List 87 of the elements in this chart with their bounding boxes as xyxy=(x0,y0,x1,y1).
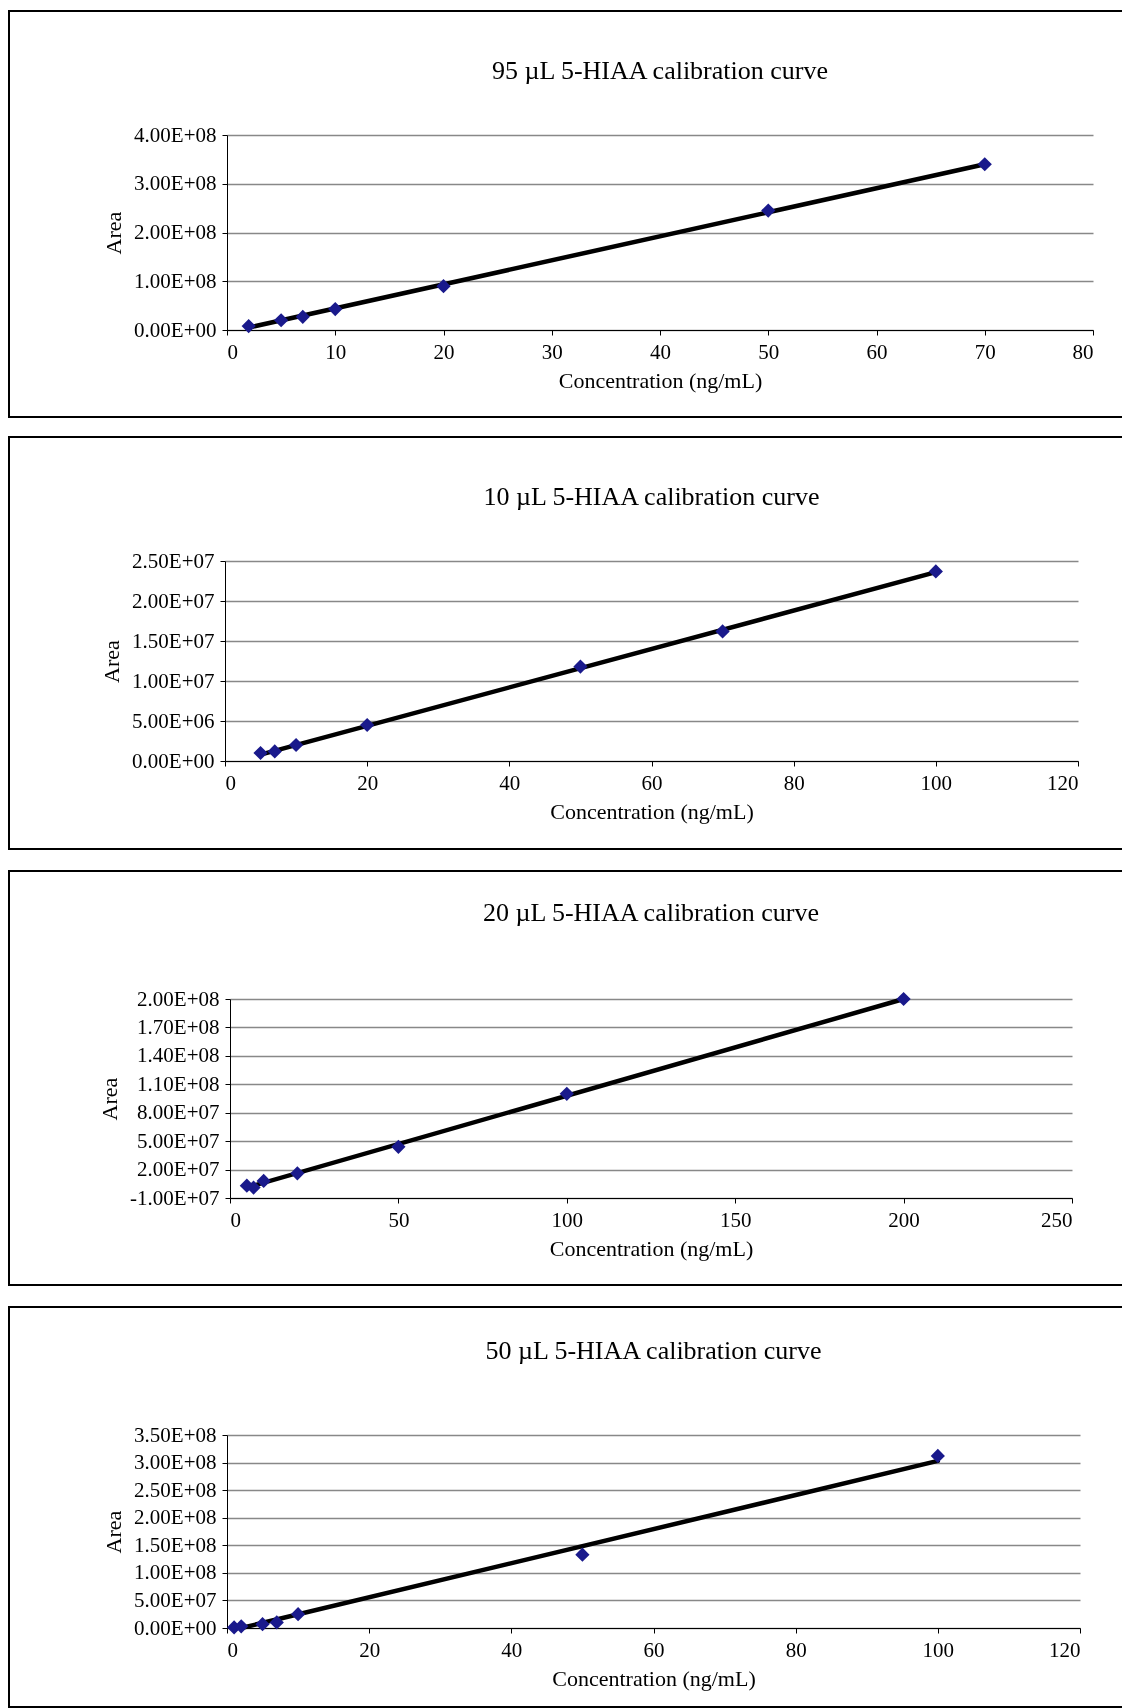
x-tick-label: 100 xyxy=(922,1637,955,1662)
chart-title: 50 µL 5-HIAA calibration curve xyxy=(485,1336,822,1365)
x-tick-label: 30 xyxy=(541,339,563,364)
x-axis-title: Concentration (ng/mL) xyxy=(558,367,763,393)
y-tick-label: 5.00E+06 xyxy=(132,708,215,733)
y-tick-label: 1.50E+07 xyxy=(132,628,215,653)
y-tick-label: 1.50E+08 xyxy=(134,1532,217,1557)
point xyxy=(929,564,943,579)
x-tick-label: 50 xyxy=(758,339,780,364)
y-axis-title: Area xyxy=(101,1510,127,1554)
point xyxy=(253,746,268,760)
x-tick-label: 60 xyxy=(641,770,663,795)
x-tick-label: 80 xyxy=(1072,339,1094,364)
y-tick-label: 0.00E+00 xyxy=(132,748,215,773)
y-tick-label: 1.00E+08 xyxy=(134,1560,217,1585)
y-tick-label: 0.00E+00 xyxy=(134,317,217,342)
x-tick-label: 60 xyxy=(643,1637,665,1662)
point xyxy=(268,744,282,759)
x-axis-title: Concentration (ng/mL) xyxy=(550,798,754,824)
y-tick-label: 2.00E+08 xyxy=(137,986,220,1011)
point xyxy=(761,203,775,218)
point xyxy=(560,1087,574,1101)
x-tick-label: 80 xyxy=(785,1637,807,1662)
x-tick-label: 120 xyxy=(1047,770,1079,795)
y-tick-label: -1.00E+07 xyxy=(130,1185,220,1210)
y-tick-label: 1.70E+08 xyxy=(137,1014,220,1039)
y-tick-label: 2.00E+08 xyxy=(134,1505,217,1530)
point xyxy=(896,992,911,1006)
x-tick-label: 60 xyxy=(866,339,888,364)
y-tick-label: 4.00E+08 xyxy=(134,122,217,147)
y-tick-label: 3.00E+08 xyxy=(134,171,217,196)
y-axis-title: Area xyxy=(101,211,127,255)
x-axis-title: Concentration (ng/mL) xyxy=(549,1235,754,1261)
point xyxy=(256,1174,271,1188)
x-tick-label: 20 xyxy=(433,339,455,364)
point xyxy=(328,302,342,316)
x-tick-label: 250 xyxy=(1041,1207,1073,1232)
point xyxy=(274,313,288,327)
y-tick-label: 2.50E+08 xyxy=(134,1477,217,1502)
y-tick-label: 8.00E+07 xyxy=(137,1100,220,1125)
y-tick-label: 0.00E+00 xyxy=(134,1615,217,1640)
y-tick-label: 1.00E+08 xyxy=(134,268,217,293)
x-tick-label: 10 xyxy=(325,339,347,364)
y-tick-label: 2.00E+08 xyxy=(134,220,217,244)
x-tick-label: 0 xyxy=(227,339,238,364)
chart-title: 95 µL 5-HIAA calibration curve xyxy=(491,56,829,85)
x-tick-label: 0 xyxy=(227,1637,238,1662)
point xyxy=(289,738,303,752)
x-tick-label: 40 xyxy=(501,1637,523,1662)
y-tick-label: 5.00E+07 xyxy=(134,1587,217,1612)
point xyxy=(715,624,730,639)
y-tick-label: 1.00E+07 xyxy=(132,668,215,693)
point xyxy=(241,319,256,333)
x-tick-label: 20 xyxy=(357,770,379,795)
y-tick-label: 3.50E+08 xyxy=(134,1422,217,1447)
x-tick-label: 80 xyxy=(783,770,805,795)
x-tick-label: 40 xyxy=(650,339,671,364)
point xyxy=(296,310,310,324)
x-tick-label: 70 xyxy=(974,339,996,364)
point xyxy=(360,718,374,732)
x-tick-label: 40 xyxy=(499,770,521,795)
chart-title: 10 µL 5-HIAA calibration curve xyxy=(483,482,820,511)
x-tick-label: 150 xyxy=(719,1207,752,1232)
y-axis-title: Area xyxy=(99,639,125,683)
point xyxy=(436,279,451,293)
x-tick-label: 0 xyxy=(230,1207,241,1232)
x-tick-label: 120 xyxy=(1049,1637,1081,1662)
x-tick-label: 0 xyxy=(225,770,236,795)
x-tick-label: 20 xyxy=(359,1637,381,1662)
point xyxy=(978,157,992,171)
y-tick-label: 2.00E+07 xyxy=(132,588,215,613)
y-tick-label: 2.50E+07 xyxy=(132,548,215,573)
point xyxy=(573,659,588,674)
y-tick-label: 1.10E+08 xyxy=(137,1071,220,1096)
x-tick-label: 100 xyxy=(551,1207,584,1232)
chart-title: 20 µL 5-HIAA calibration curve xyxy=(482,898,820,927)
y-tick-label: 2.00E+07 xyxy=(137,1157,220,1182)
y-tick-label: 5.00E+07 xyxy=(137,1128,220,1153)
y-tick-label: 3.00E+08 xyxy=(134,1450,217,1475)
x-axis-title: Concentration (ng/mL) xyxy=(552,1665,756,1691)
y-axis-title: Area xyxy=(97,1077,123,1121)
y-tick-label: 1.40E+08 xyxy=(137,1043,220,1068)
point xyxy=(391,1140,406,1154)
x-tick-label: 50 xyxy=(388,1207,410,1232)
x-tick-label: 100 xyxy=(920,770,953,795)
x-tick-label: 200 xyxy=(888,1207,920,1232)
point xyxy=(290,1166,305,1181)
